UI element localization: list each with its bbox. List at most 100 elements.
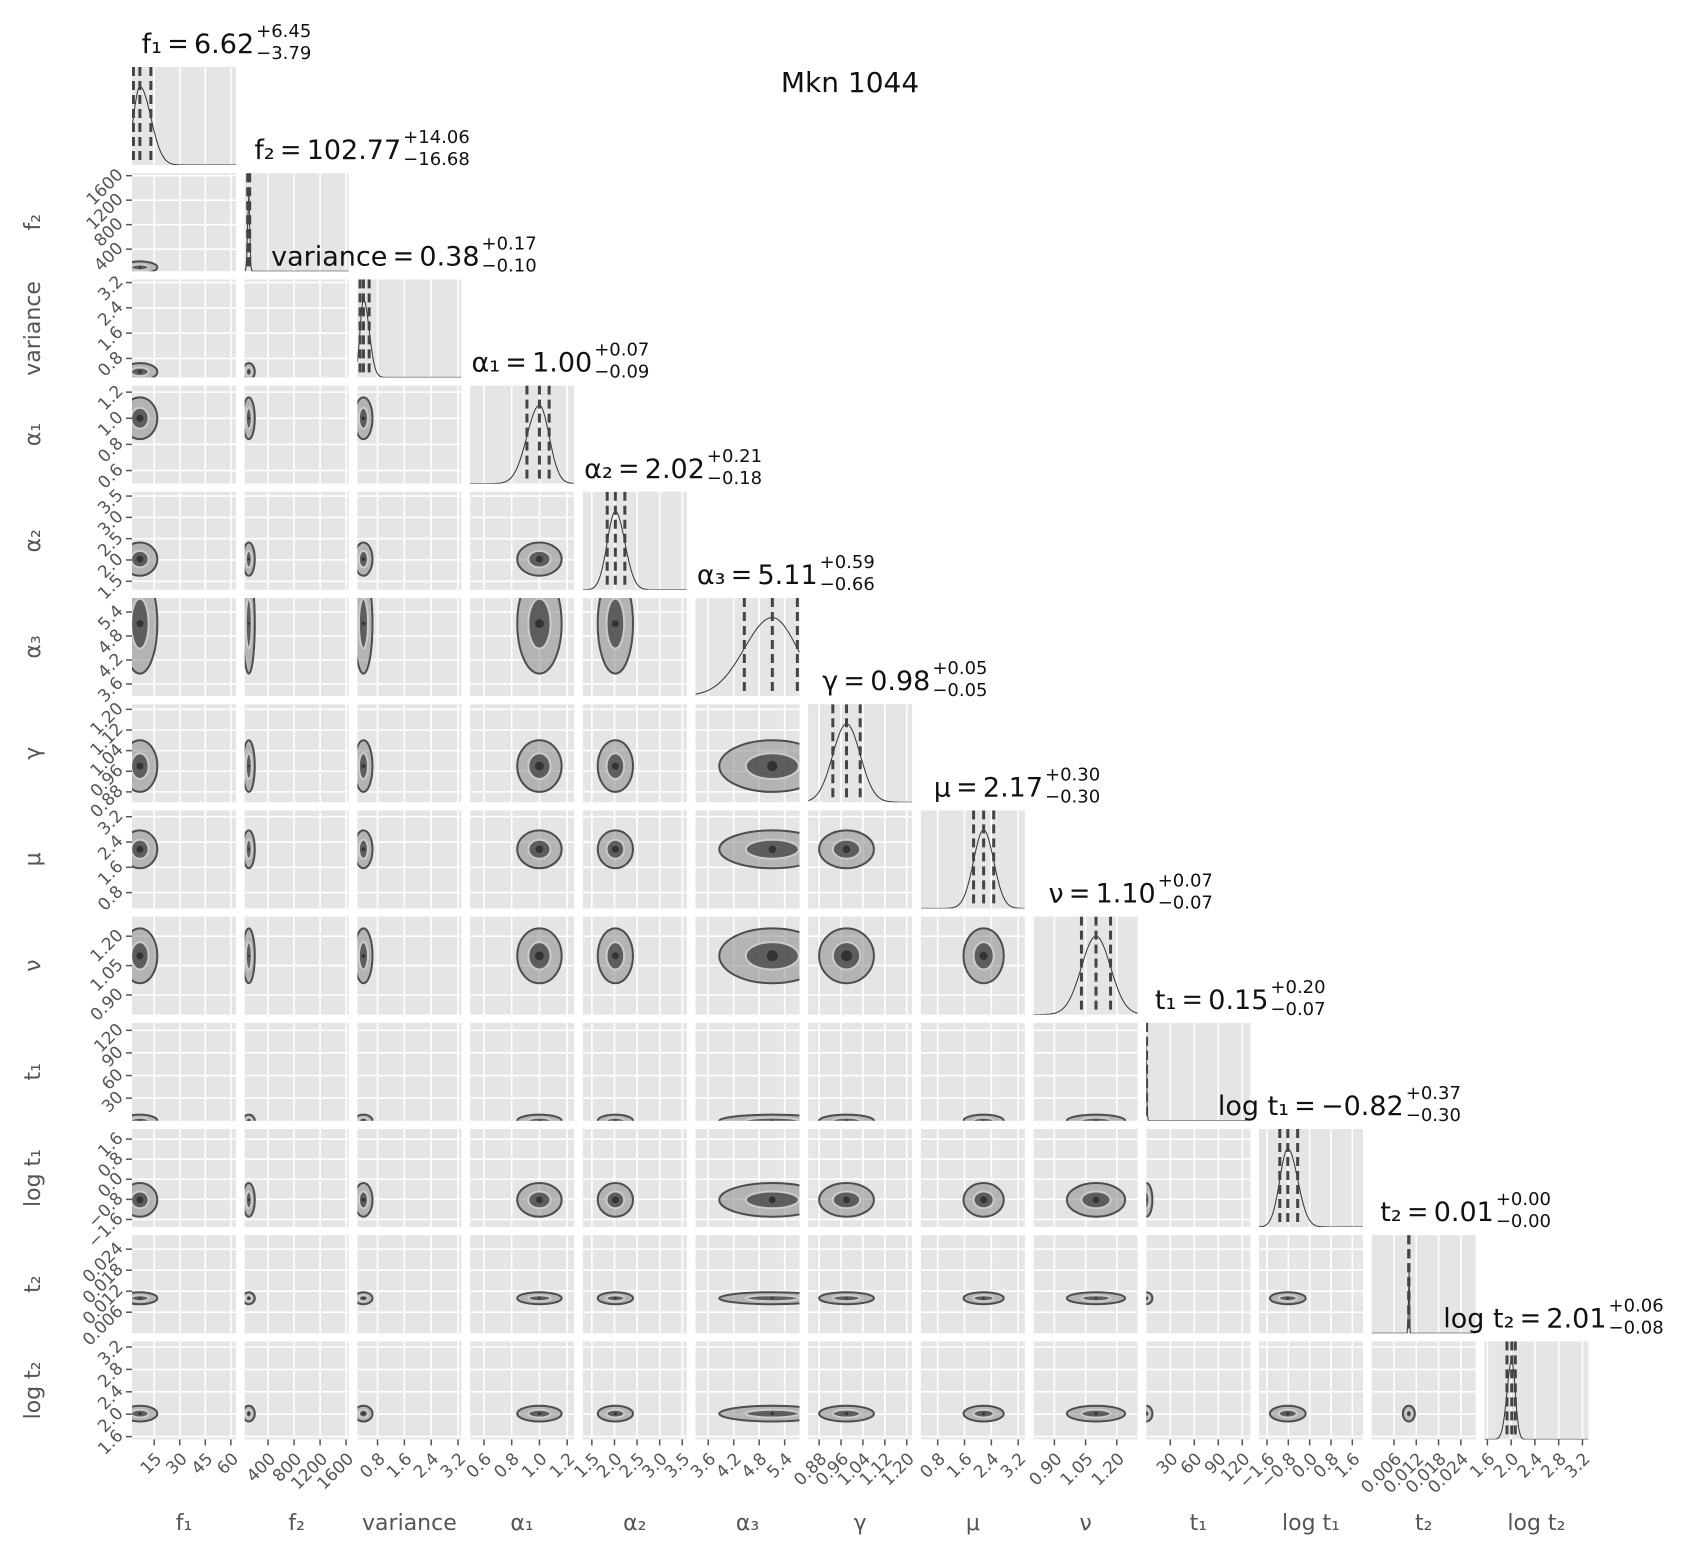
- panel-background: [470, 1341, 575, 1440]
- density-center: [361, 621, 366, 626]
- panel: [470, 1235, 575, 1334]
- panel: [1371, 1341, 1476, 1440]
- param-title-plus: +0.21: [707, 446, 762, 467]
- panel-background: [357, 491, 462, 590]
- density-center: [536, 1196, 543, 1204]
- density-center: [980, 1196, 988, 1204]
- param-title-plus: +0.05: [932, 658, 987, 679]
- param-title-minus: −0.30: [1045, 786, 1100, 807]
- density-center: [982, 1412, 986, 1416]
- density-center: [1094, 1412, 1098, 1416]
- y-axis-label: α₂: [21, 529, 46, 552]
- density-1sigma: [357, 1116, 369, 1121]
- panel: [132, 279, 236, 378]
- y-tick-label: 5.4: [94, 601, 127, 634]
- panel-background: [582, 1129, 687, 1227]
- param-title-plus: +0.37: [1406, 1083, 1461, 1104]
- density-center: [534, 619, 544, 629]
- panel-background: [244, 1235, 349, 1334]
- panel-background: [695, 1341, 800, 1440]
- param-title-minus: −0.30: [1406, 1105, 1461, 1126]
- density-1sigma: [132, 1116, 150, 1121]
- panel-background: [1146, 1022, 1251, 1121]
- panel-background: [357, 810, 462, 909]
- panel-background: [244, 491, 349, 590]
- density-center: [538, 1297, 541, 1300]
- density-1sigma: [1146, 1294, 1151, 1303]
- panel: [132, 1341, 236, 1440]
- panel-background: [244, 1022, 349, 1121]
- panel: [1146, 1235, 1251, 1334]
- panel: [244, 598, 349, 696]
- density-center: [842, 845, 851, 854]
- density-center: [361, 847, 366, 852]
- panel: [920, 810, 1025, 909]
- panel: [244, 173, 349, 272]
- panel: [357, 1341, 462, 1440]
- density-center: [247, 1119, 250, 1121]
- density-center: [844, 1412, 849, 1416]
- panel: [132, 1022, 236, 1121]
- density-center: [247, 954, 250, 957]
- density-center: [247, 370, 250, 373]
- panel-background: [582, 491, 687, 590]
- density-center: [614, 1119, 617, 1121]
- panel: [1146, 1129, 1251, 1227]
- param-title-minus: −0.18: [707, 468, 762, 489]
- histogram: [920, 829, 1025, 909]
- x-tick-label: 60: [213, 1449, 242, 1478]
- panel-background: [1146, 1235, 1251, 1334]
- histogram: [357, 297, 462, 378]
- panel: [357, 1235, 462, 1334]
- panel-background: [695, 1022, 800, 1121]
- panel: [695, 598, 800, 696]
- param-title-minus: −0.00: [1496, 1211, 1551, 1232]
- panel-background: [470, 1235, 575, 1334]
- param-title-plus: +0.17: [482, 233, 537, 254]
- density-center: [979, 951, 988, 960]
- param-title-value: 0.15: [1208, 985, 1268, 1016]
- density-center: [535, 845, 544, 854]
- param-title-minus: −16.68: [403, 149, 470, 170]
- param-title-name: ν: [1049, 879, 1064, 910]
- panel: [357, 1022, 462, 1121]
- panel-background: [470, 491, 575, 590]
- density-center: [534, 761, 544, 771]
- panel: [132, 916, 236, 1015]
- panel: [582, 491, 687, 590]
- panel-background: [1371, 1341, 1476, 1440]
- panel: [582, 810, 687, 909]
- param-title-minus: −0.10: [482, 255, 537, 276]
- panel: [244, 1235, 349, 1334]
- param-title-minus: −3.79: [256, 43, 311, 64]
- y-axis-label: log t₂: [21, 1361, 46, 1419]
- x-axis-label: variance: [362, 1511, 457, 1536]
- param-title-value: 1.10: [1096, 879, 1156, 910]
- x-axis-label: γ: [854, 1511, 867, 1536]
- panel: [1033, 1235, 1138, 1334]
- density-center: [247, 1198, 250, 1202]
- panel: [582, 598, 687, 696]
- x-tick-label: 1.6: [1331, 1449, 1364, 1482]
- param-title-minus: −0.05: [932, 680, 987, 701]
- panel: [357, 1129, 462, 1227]
- panel-background: [244, 1341, 349, 1440]
- panel-background: [1146, 1341, 1251, 1440]
- panel: [470, 916, 575, 1015]
- param-title-plus: +6.45: [256, 21, 311, 42]
- panel: [132, 173, 236, 272]
- panel: [244, 704, 349, 803]
- y-axis-label: ν: [21, 959, 46, 971]
- param-title-name: f₁: [142, 29, 162, 60]
- panel: [582, 704, 687, 803]
- panel: [244, 385, 349, 484]
- panel-background: [582, 704, 687, 803]
- panel-background: [357, 279, 462, 378]
- panel: [695, 1235, 800, 1334]
- y-tick-label: 1.2: [94, 382, 127, 415]
- panel-background: [695, 1235, 800, 1334]
- panel: [1033, 916, 1138, 1015]
- panel-background: [244, 704, 349, 803]
- density-center: [136, 762, 144, 770]
